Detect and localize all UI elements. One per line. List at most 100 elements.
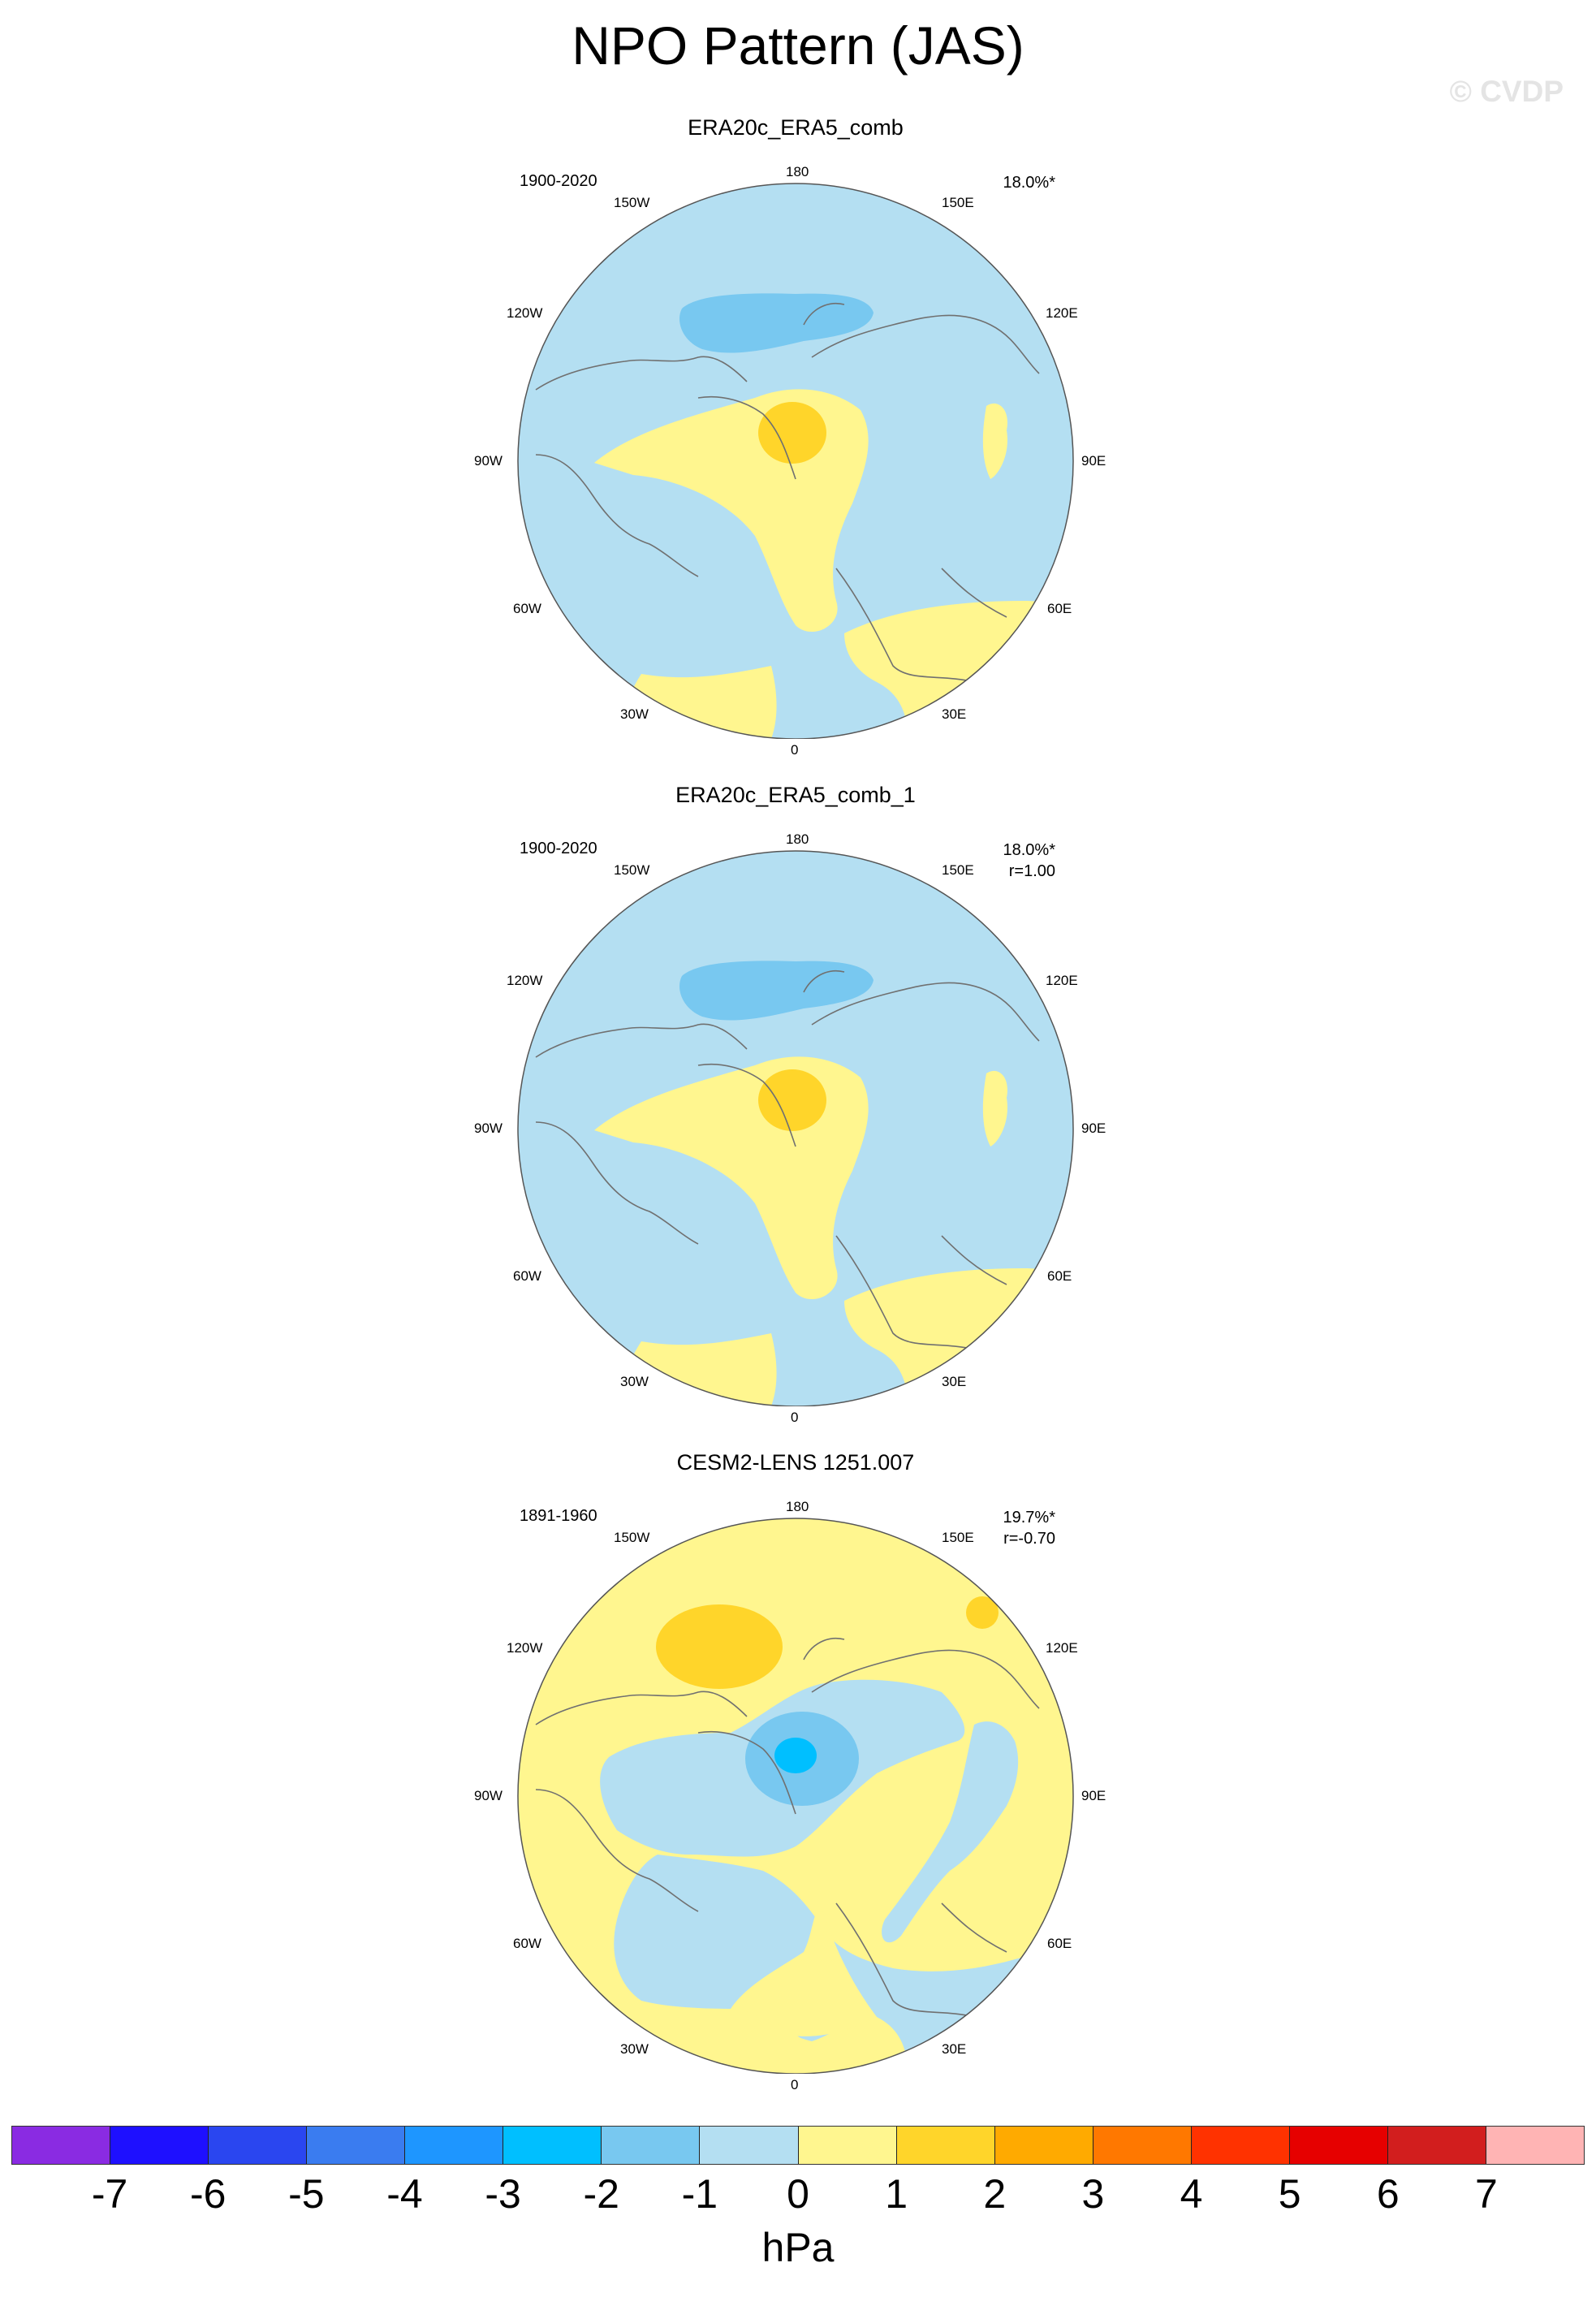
panel-stats: 18.0%* <box>1003 172 1056 193</box>
colorbar-tick-label: 2 <box>983 2171 1007 2217</box>
longitude-label: 120W <box>507 305 543 321</box>
coastlines <box>535 1638 1072 2021</box>
longitude-label: 30E <box>942 706 967 722</box>
anomaly-region-positive <box>982 403 1007 479</box>
colorbar-tick-label: -6 <box>190 2171 226 2217</box>
longitude-label: 180 <box>786 831 809 847</box>
longitude-label: 30E <box>942 2041 967 2057</box>
colorbar-tick-label: 3 <box>1081 2171 1105 2217</box>
panel-stats: 19.7%* r=-0.70 <box>1003 1507 1056 1549</box>
longitude-label: 90W <box>474 1121 503 1136</box>
longitude-label: 90E <box>1081 1788 1106 1803</box>
longitude-label: 150W <box>614 1530 650 1545</box>
longitude-label: 90W <box>474 1788 503 1803</box>
colorbar-tick-label: 7 <box>1474 2171 1498 2217</box>
map-border <box>517 183 1074 739</box>
panel-period: 1891-1960 <box>520 1507 597 1525</box>
variance-label: 19.7%* <box>1003 1509 1056 1527</box>
figure-title: NPO Pattern (JAS) <box>572 15 1024 76</box>
longitude-label: 90E <box>1081 453 1106 469</box>
longitude-label: 180 <box>786 164 809 179</box>
map-border <box>517 1518 1074 2074</box>
colorbar-swatch <box>994 2127 1093 2164</box>
anomaly-core-positive <box>656 1604 783 1689</box>
colorbar-swatch <box>1093 2127 1192 2164</box>
anomaly-region-negative <box>679 293 873 353</box>
longitude-label: 120W <box>507 973 543 988</box>
longitude-label: 30W <box>620 706 649 722</box>
anomaly-core-positive <box>966 1596 999 1629</box>
map-panel: ERA20c_ERA5_comb_1 1900-2020 18.0%* r=1.… <box>455 781 1137 1425</box>
panel-period: 1900-2020 <box>520 840 597 857</box>
colorbar-swatch <box>110 2127 209 2164</box>
colorbar-swatch <box>1387 2127 1486 2164</box>
longitude-label: 120E <box>1046 973 1078 988</box>
polar-map <box>517 183 1074 739</box>
colorbar-tick-label: 0 <box>787 2171 809 2217</box>
colorbar-swatch <box>896 2127 995 2164</box>
longitude-label: 60W <box>513 601 541 616</box>
variance-label: 18.0%* <box>1003 841 1056 859</box>
colorbar-swatch <box>1191 2127 1290 2164</box>
anomaly-region-negative <box>679 961 873 1021</box>
longitude-label: 0 <box>791 2077 799 2092</box>
longitude-label: 30E <box>942 1374 967 1389</box>
colorbar-swatch <box>1289 2127 1388 2164</box>
correlation-label: r=-0.70 <box>1003 1530 1055 1548</box>
longitude-label: 90W <box>474 453 503 469</box>
anomaly-core-positive <box>758 402 826 464</box>
colorbar-swatch <box>700 2127 799 2164</box>
longitude-label: 150E <box>942 1530 974 1545</box>
coastlines <box>535 970 1072 1354</box>
map-border <box>517 850 1074 1406</box>
colorbar-tick-label: 4 <box>1180 2171 1203 2217</box>
polar-map <box>517 850 1074 1406</box>
longitude-label: 60E <box>1047 601 1072 616</box>
colorbar-swatch <box>405 2127 504 2164</box>
correlation-label: r=1.00 <box>1008 862 1055 880</box>
cvdp-watermark: © CVDP <box>1449 75 1564 108</box>
longitude-label: 0 <box>791 1410 799 1425</box>
longitude-label: 150E <box>942 195 974 210</box>
longitude-label: 180 <box>786 1499 809 1514</box>
panel-title: ERA20c_ERA5_comb <box>688 115 904 140</box>
colorbar-tick-label: -4 <box>386 2171 423 2217</box>
anomaly-region-positive <box>739 2017 836 2074</box>
longitude-label: 150W <box>614 862 650 878</box>
colorbar-tick-label: -2 <box>583 2171 619 2217</box>
longitude-label: 120W <box>507 1640 543 1656</box>
colorbar-swatch <box>503 2127 602 2164</box>
colorbar-tick-label: -3 <box>485 2171 521 2217</box>
anomaly-core-positive <box>758 1069 826 1131</box>
colorbar-units: hPa <box>761 2225 835 2270</box>
colorbar-swatch <box>1486 2127 1584 2164</box>
colorbar-tick-label: -1 <box>681 2171 718 2217</box>
colorbar-swatch <box>12 2127 111 2164</box>
variance-label: 18.0%* <box>1003 174 1056 192</box>
panel-stats: 18.0%* r=1.00 <box>1003 840 1056 882</box>
colorbar-tick-label: -7 <box>91 2171 128 2217</box>
colorbar-tick-label: 6 <box>1376 2171 1400 2217</box>
longitude-label: 150E <box>942 862 974 878</box>
colorbar-tick-label: 1 <box>885 2171 908 2217</box>
polar-map <box>517 1518 1074 2074</box>
map-panel: CESM2-LENS 1251.007 1891-1960 19.7%* r=-… <box>455 1449 1137 2092</box>
longitude-label: 120E <box>1046 1640 1078 1656</box>
anomaly-region-negative <box>882 1721 1019 1943</box>
panel-period: 1900-2020 <box>520 172 597 190</box>
longitude-label: 150W <box>614 195 650 210</box>
colorbar-swatch <box>209 2127 308 2164</box>
longitude-label: 60E <box>1047 1936 1072 1951</box>
anomaly-region-positive <box>731 1903 877 2036</box>
map-panel: ERA20c_ERA5_comb 1900-2020 18.0%* 180 15… <box>455 114 1137 758</box>
anomaly-region-positive <box>982 1070 1007 1147</box>
colorbar-tick-label: 5 <box>1278 2171 1301 2217</box>
colorbar <box>11 2126 1585 2165</box>
longitude-label: 30W <box>620 2041 649 2057</box>
coastlines <box>535 303 1072 686</box>
longitude-label: 90E <box>1081 1121 1106 1136</box>
panel-title: CESM2-LENS 1251.007 <box>676 1450 915 1475</box>
longitude-label: 60W <box>513 1936 541 1951</box>
colorbar-swatch <box>798 2127 897 2164</box>
longitude-label: 30W <box>620 1374 649 1389</box>
